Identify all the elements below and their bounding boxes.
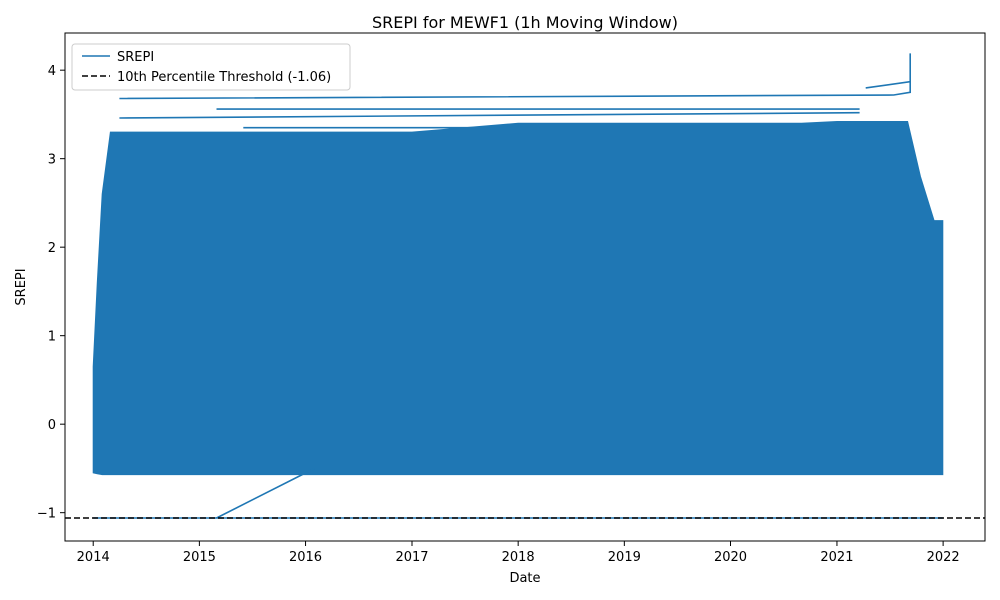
y-tick-label: 4 <box>48 64 56 79</box>
axes-frame <box>64 32 986 542</box>
legend: SREPI 10th Percentile Threshold (-1.06) <box>71 43 351 91</box>
y-axis: −1 0 1 2 3 4 <box>37 64 65 522</box>
x-axis-label: Date <box>509 571 540 586</box>
y-tick-label: −1 <box>37 507 56 522</box>
x-tick-label: 2018 <box>502 550 535 565</box>
x-tick-label: 2020 <box>714 550 747 565</box>
legend-label-srepi: SREPI <box>117 50 154 65</box>
legend-box <box>71 43 351 91</box>
srepi-excursion-5 <box>216 467 315 519</box>
x-tick-label: 2021 <box>820 550 853 565</box>
srepi-series-fill <box>92 121 944 476</box>
srepi-excursion-0 <box>119 81 912 100</box>
x-tick-label: 2014 <box>77 550 110 565</box>
y-tick-label: 2 <box>48 241 56 256</box>
x-tick-label: 2015 <box>183 550 216 565</box>
y-tick-label: 0 <box>48 418 56 433</box>
x-tick-label: 2017 <box>395 550 428 565</box>
x-tick-label: 2019 <box>608 550 641 565</box>
plot-area <box>65 53 985 519</box>
srepi-excursion-3 <box>865 53 912 89</box>
y-tick-label: 1 <box>48 330 56 345</box>
y-axis-label: SREPI <box>14 268 29 305</box>
legend-label-threshold: 10th Percentile Threshold (-1.06) <box>117 70 331 85</box>
x-tick-label: 2022 <box>927 550 960 565</box>
x-tick-label: 2016 <box>289 550 322 565</box>
srepi-excursion-2 <box>119 111 860 119</box>
chart-title: SREPI for MEWF1 (1h Moving Window) <box>372 13 678 32</box>
x-axis: 2014 2015 2016 2017 2018 2019 2020 2021 2022 <box>77 541 960 565</box>
y-tick-label: 3 <box>48 153 56 168</box>
